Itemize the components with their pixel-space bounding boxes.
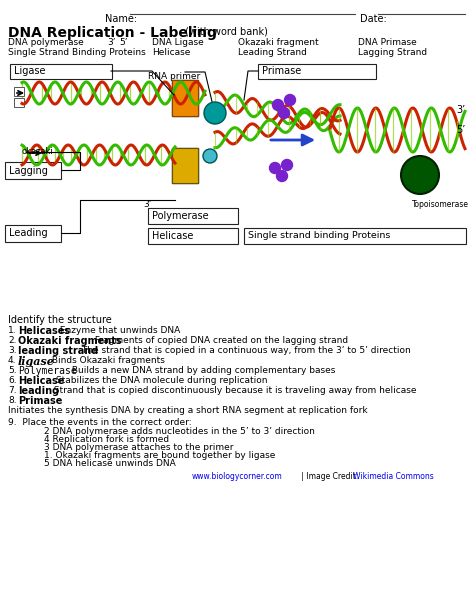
Ellipse shape: [204, 102, 226, 124]
Bar: [5, 225, 61, 242]
Text: DNA Ligase: DNA Ligase: [152, 38, 204, 47]
Bar: [14, 87, 24, 96]
Text: 5 DNA helicase unwinds DNA: 5 DNA helicase unwinds DNA: [44, 459, 176, 468]
Text: Ligase: Ligase: [14, 66, 46, 77]
Text: Initiates the synthesis DNA by creating a short RNA segment at replication fork: Initiates the synthesis DNA by creating …: [8, 406, 368, 415]
Text: 2 DNA polymerase adds nucleotides in the 5’ to 3’ direction: 2 DNA polymerase adds nucleotides in the…: [44, 427, 315, 436]
Text: 3.: 3.: [8, 346, 17, 355]
Bar: [5, 162, 61, 179]
Text: leading: leading: [18, 386, 59, 396]
Text: Builds a new DNA strand by adding complementary bases: Builds a new DNA strand by adding comple…: [69, 366, 336, 375]
Circle shape: [279, 107, 290, 118]
Circle shape: [276, 170, 288, 181]
Text: DNA Primase: DNA Primase: [358, 38, 417, 47]
Ellipse shape: [203, 149, 217, 163]
Text: The strand that is copied in a continuous way, from the 3’ to 5’ direction: The strand that is copied in a continuou…: [79, 346, 410, 355]
Text: Name:: Name:: [105, 14, 137, 24]
Text: Single strand binding Proteins: Single strand binding Proteins: [248, 232, 391, 240]
Bar: [244, 228, 466, 244]
Text: Primase: Primase: [18, 396, 63, 406]
Text: (with word bank): (with word bank): [182, 26, 268, 36]
Text: 3 DNA polymerase attaches to the primer: 3 DNA polymerase attaches to the primer: [44, 443, 234, 452]
Text: Topoisomerase: Topoisomerase: [412, 200, 469, 209]
Text: DNA Replication - Labeling: DNA Replication - Labeling: [8, 26, 217, 40]
Text: Stabilizes the DNA molecule during replication: Stabilizes the DNA molecule during repli…: [53, 376, 267, 385]
Circle shape: [270, 162, 281, 173]
Text: Polymerase: Polymerase: [18, 366, 77, 376]
Text: 5’: 5’: [456, 125, 465, 135]
Text: Polymerase: Polymerase: [152, 211, 209, 221]
Text: www.biologycorner.com: www.biologycorner.com: [191, 472, 283, 481]
Text: Okazaki fragments: Okazaki fragments: [18, 336, 122, 346]
Text: 3’: 3’: [143, 200, 152, 209]
Bar: [148, 208, 238, 224]
Text: Date:: Date:: [360, 14, 387, 24]
Text: 4.: 4.: [8, 356, 17, 365]
Text: Lagging Strand: Lagging Strand: [358, 48, 427, 57]
Text: Helicase: Helicase: [152, 231, 193, 241]
Circle shape: [284, 94, 295, 105]
Text: 3’: 3’: [456, 105, 465, 115]
Text: Wikimedia Commons: Wikimedia Commons: [354, 472, 434, 481]
Text: Okazaki fragment: Okazaki fragment: [238, 38, 319, 47]
Circle shape: [282, 159, 292, 170]
Bar: [10, 64, 112, 79]
Text: 4 Replication fork is formed: 4 Replication fork is formed: [44, 435, 169, 444]
Text: Lagging: Lagging: [9, 166, 48, 175]
Bar: [172, 148, 198, 183]
Text: ligase: ligase: [18, 356, 55, 367]
Bar: [148, 228, 238, 244]
Circle shape: [273, 99, 283, 110]
Text: 6.: 6.: [8, 376, 17, 385]
Text: Fragments of copied DNA created on the lagging strand: Fragments of copied DNA created on the l…: [92, 336, 348, 345]
Text: 5’: 5’: [119, 38, 128, 47]
Text: 2.: 2.: [8, 336, 17, 345]
Text: leading strand: leading strand: [18, 346, 98, 356]
Text: 3’: 3’: [107, 38, 116, 47]
Text: Primase: Primase: [262, 66, 301, 77]
Text: Helicase: Helicase: [152, 48, 191, 57]
Text: Enzyme that unwinds DNA: Enzyme that unwinds DNA: [57, 326, 181, 335]
Text: Leading Strand: Leading Strand: [238, 48, 307, 57]
Text: 9.  Place the events in the correct order:: 9. Place the events in the correct order…: [8, 418, 191, 427]
Ellipse shape: [401, 156, 439, 194]
Text: 1. Okazaki fragments are bound together by ligase: 1. Okazaki fragments are bound together …: [44, 451, 275, 460]
Text: | Image Credit:: | Image Credit:: [299, 472, 361, 481]
Text: okazaki: okazaki: [22, 147, 54, 156]
Text: 8.: 8.: [8, 396, 17, 405]
Text: 7.: 7.: [8, 386, 17, 395]
Text: 5.: 5.: [8, 366, 17, 375]
Bar: [172, 80, 198, 116]
Text: Helicase: Helicase: [18, 376, 64, 386]
Text: Helicases: Helicases: [18, 326, 70, 336]
Bar: [258, 64, 376, 79]
Text: Single Strand Binding Proteins: Single Strand Binding Proteins: [8, 48, 146, 57]
Text: Binds Okazaki fragments: Binds Okazaki fragments: [49, 356, 165, 365]
Text: DNA polymerase: DNA polymerase: [8, 38, 84, 47]
Text: Leading: Leading: [9, 229, 47, 238]
Bar: [172, 80, 198, 116]
Bar: [172, 148, 198, 183]
Text: Identify the structure: Identify the structure: [8, 315, 112, 325]
Text: RNA primer: RNA primer: [148, 72, 200, 81]
Bar: [14, 98, 24, 107]
Text: 1.: 1.: [8, 326, 17, 335]
Text: Strand that is copied discontinuously because it is traveling away from helicase: Strand that is copied discontinuously be…: [48, 386, 417, 395]
